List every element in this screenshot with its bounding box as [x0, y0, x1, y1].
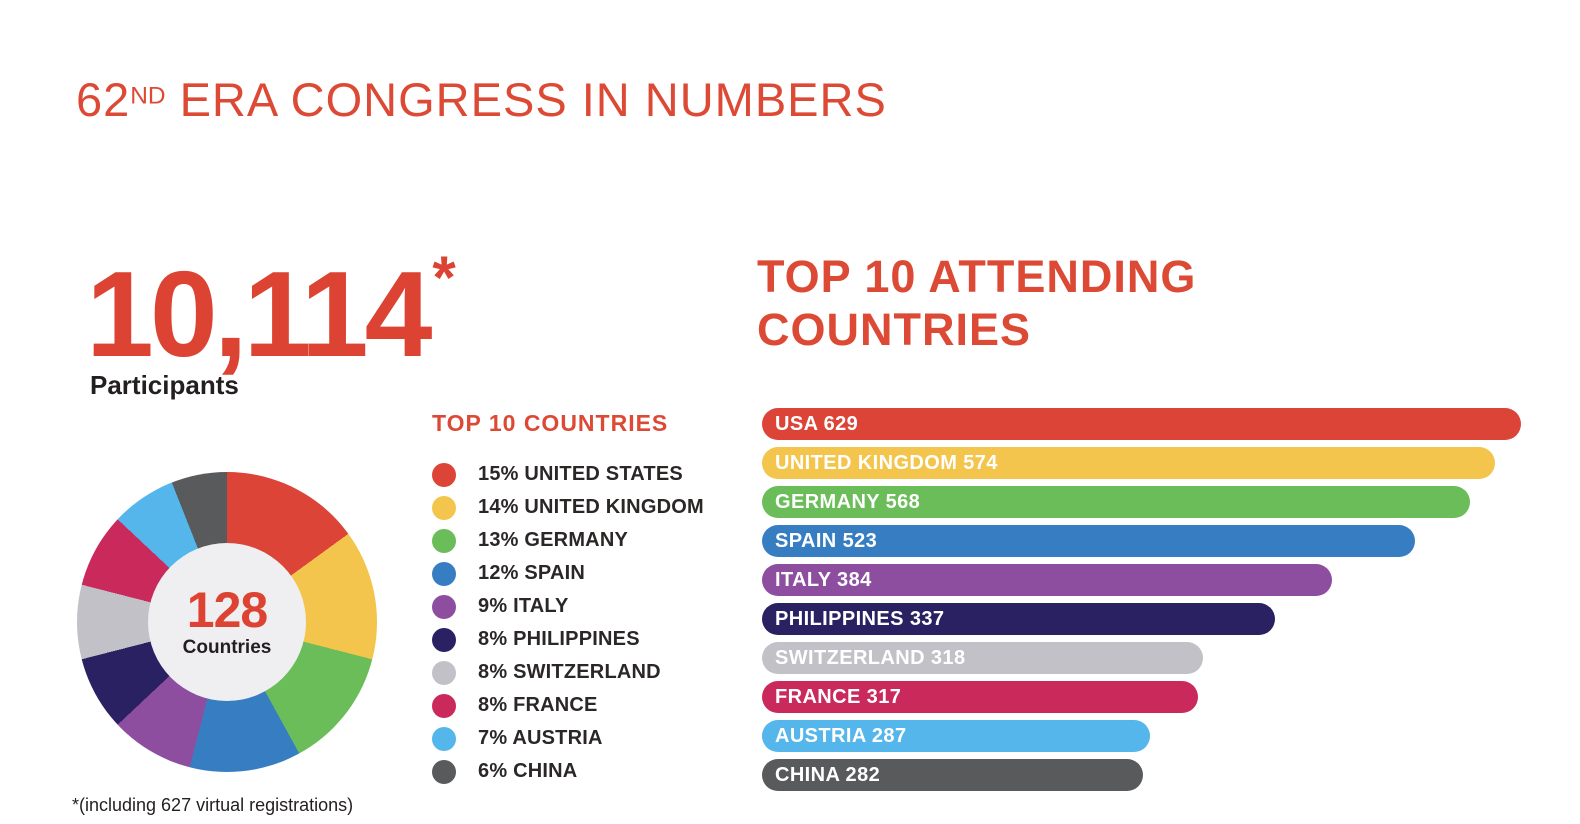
bar-row-philippines: PHILIPPINES 337 — [762, 603, 1275, 635]
page-title: 62ND ERA CONGRESS IN NUMBERS — [76, 72, 887, 127]
legend-item-united-states: 15% UNITED STATES — [432, 462, 704, 487]
legend-item-italy: 9% ITALY — [432, 594, 704, 619]
participants-label: Participants — [90, 370, 239, 400]
legend-color-dot — [432, 759, 456, 784]
legend-color-dot — [432, 495, 456, 520]
legend-item-switzerland: 8% SWITZERLAND — [432, 660, 704, 685]
legend-item-label: 6% CHINA — [478, 760, 578, 782]
legend-item-spain: 12% SPAIN — [432, 561, 704, 586]
legend-section: TOP 10 COUNTRIES 15% UNITED STATES 14% UN… — [432, 410, 704, 792]
countries-donut-chart: 128 Countries — [77, 472, 377, 772]
legend-item-label: 8% FRANCE — [478, 694, 598, 716]
title-number: 62 — [76, 73, 131, 126]
footnote: *(including 627 virtual registrations) — [72, 795, 354, 815]
title-text: ERA CONGRESS IN NUMBERS — [179, 73, 887, 126]
bar-chart-heading-line1: TOP 10 ATTENDING — [757, 251, 1197, 302]
asterisk-mark: * — [432, 244, 456, 311]
legend-item-label: 15% UNITED STATES — [478, 463, 683, 485]
bar-row-spain: SPAIN 523 — [762, 525, 1415, 557]
legend-color-dot — [432, 528, 456, 553]
bar-label: SWITZERLAND 318 — [775, 646, 966, 669]
bar-row-italy: ITALY 384 — [762, 564, 1332, 596]
donut-center-label: Countries — [182, 637, 272, 658]
bar-row-usa: USA 629 — [762, 408, 1522, 440]
legend-color-dot — [432, 594, 456, 619]
legend-heading: TOP 10 COUNTRIES — [432, 410, 669, 436]
legend-item-label: 7% AUSTRIA — [478, 727, 603, 749]
legend-item-label: 8% PHILIPPINES — [478, 628, 640, 650]
participants-count: 10,114* — [86, 248, 456, 376]
legend-item-china: 6% CHINA — [432, 759, 704, 784]
legend-color-dot — [432, 660, 456, 685]
bar-chart: USA 629 UNITED KINGDOM 574 GERMANY 568 SPAI… — [762, 408, 1532, 791]
legend-item-united-kingdom: 14% UNITED KINGDOM — [432, 495, 704, 520]
legend-item-france: 8% FRANCE — [432, 693, 704, 718]
bar-row-switzerland: SWITZERLAND 318 — [762, 642, 1204, 674]
donut-center-value: 128 — [186, 582, 268, 638]
participants-number: 10,114 — [86, 246, 432, 382]
bar-row-germany: GERMANY 568 — [762, 486, 1471, 518]
legend-color-dot — [432, 693, 456, 718]
legend-list: 15% UNITED STATES 14% UNITED KINGDOM 13% G… — [432, 462, 704, 784]
bar-label: UNITED KINGDOM 574 — [775, 451, 998, 474]
legend-color-dot — [432, 561, 456, 586]
bar-label: ITALY 384 — [775, 568, 872, 591]
title-ordinal: ND — [130, 82, 166, 110]
legend-color-dot — [432, 627, 456, 652]
bar-chart-heading-line2: COUNTRIES — [757, 304, 1032, 356]
legend-item-label: 12% SPAIN — [478, 562, 586, 584]
bar-chart-heading: TOP 10 ATTENDING COUNTRIES — [757, 250, 1196, 356]
bar-label: CHINA 282 — [775, 763, 881, 786]
legend-color-dot — [432, 726, 456, 751]
bar-label: PHILIPPINES 337 — [775, 607, 945, 630]
legend-item-label: 8% SWITZERLAND — [478, 661, 661, 683]
donut-center: 128 Countries — [148, 543, 306, 701]
legend-item-label: 9% ITALY — [478, 595, 569, 617]
bar-row-china: CHINA 282 — [762, 759, 1144, 791]
bar-label: SPAIN 523 — [775, 529, 878, 552]
bar-row-austria: AUSTRIA 287 — [762, 720, 1151, 752]
legend-color-dot — [432, 462, 456, 487]
legend-item-label: 14% UNITED KINGDOM — [478, 496, 704, 518]
bar-label: USA 629 — [775, 412, 859, 435]
bar-label: AUSTRIA 287 — [775, 724, 907, 747]
bar-row-united-kingdom: UNITED KINGDOM 574 — [762, 447, 1496, 479]
legend-item-philippines: 8% PHILIPPINES — [432, 627, 704, 652]
legend-item-austria: 7% AUSTRIA — [432, 726, 704, 751]
bar-row-france: FRANCE 317 — [762, 681, 1198, 713]
bar-label: GERMANY 568 — [775, 490, 921, 513]
legend-item-label: 13% GERMANY — [478, 529, 629, 551]
bar-label: FRANCE 317 — [775, 685, 902, 708]
legend-item-germany: 13% GERMANY — [432, 528, 704, 553]
